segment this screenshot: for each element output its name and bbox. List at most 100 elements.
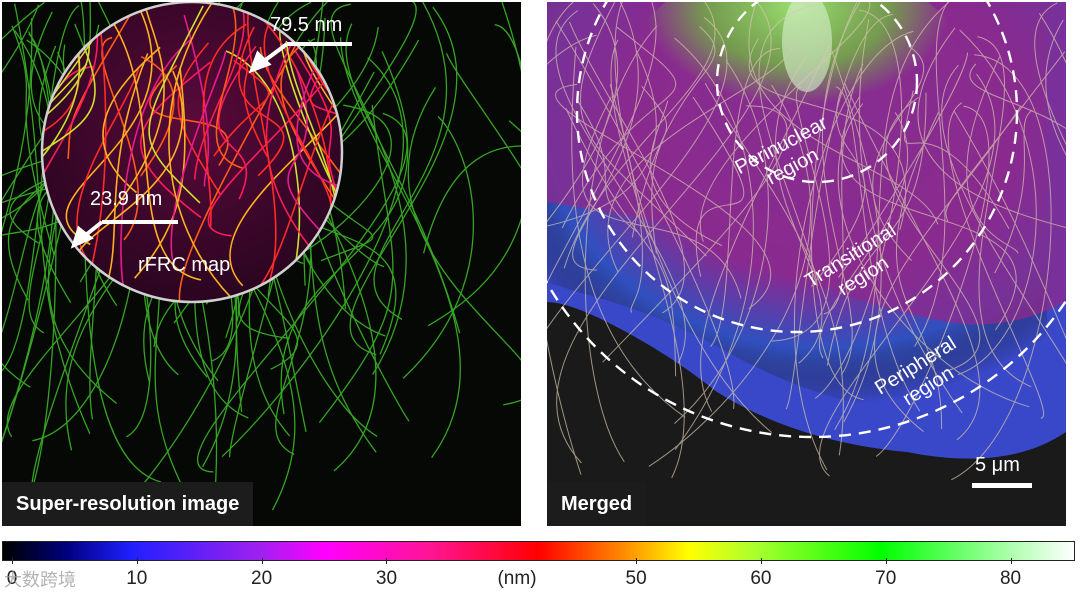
colorbar-unit: (nm)	[497, 568, 537, 589]
colorbar-tick-label: 20	[251, 568, 273, 589]
merged-filament	[704, 83, 844, 456]
merged-filament	[947, 102, 1044, 419]
merged-image	[547, 2, 1066, 488]
inset-filament	[304, 31, 342, 197]
watermark: 大数跨境	[4, 570, 76, 590]
merged-filament	[874, 106, 1021, 432]
inset-filament	[215, 2, 243, 169]
inset-filament	[177, 42, 221, 195]
inset-filament	[213, 59, 270, 157]
transitional-boundary	[575, 2, 1019, 334]
inset-filament	[133, 67, 186, 279]
merged-filament	[785, 14, 893, 410]
colorbar-tick-mark	[636, 558, 638, 564]
merged-filament	[758, 4, 818, 286]
merged-filament	[649, 100, 723, 247]
inset-filament	[207, 53, 342, 237]
inset-filament	[279, 25, 342, 302]
merged-filament	[1034, 2, 1066, 146]
filament	[11, 25, 55, 255]
merged-filament	[1038, 13, 1066, 64]
inset-filament	[170, 51, 227, 260]
merged-filament	[994, 109, 1033, 274]
super-resolution-panel: 79.5 nm 23.9 nm rFRC map Super-resolutio…	[2, 2, 521, 526]
inset-label: rFRC map	[138, 254, 231, 276]
inset-filament	[76, 67, 140, 278]
filament	[2, 4, 40, 74]
inset-filament	[88, 2, 202, 281]
inset-filament	[229, 67, 342, 287]
colorbar-tick-label: 60	[750, 568, 772, 589]
arrow-top	[248, 42, 352, 74]
merged-filament	[774, 57, 823, 364]
filament	[445, 52, 521, 169]
merged-filament	[547, 16, 728, 330]
colorbar-tick-label: 10	[126, 568, 148, 589]
arrow-bottom-label: 23.9 nm	[90, 188, 163, 210]
perinuclear-boundary	[715, 2, 919, 184]
inset-filament	[287, 68, 329, 239]
merged-filament	[547, 2, 657, 284]
colorbar-tick-mark	[261, 558, 263, 564]
merged-filament	[917, 27, 1066, 229]
merged-filament	[885, 96, 981, 373]
merged-filament	[872, 45, 924, 261]
inset-circle-outline	[40, 2, 344, 304]
colorbar-tick-label: 70	[875, 568, 897, 589]
merged-filament	[547, 3, 619, 223]
filament	[318, 104, 394, 423]
merged-filament	[945, 51, 1066, 223]
merged-filament	[977, 36, 1032, 388]
merged-filament	[547, 34, 597, 65]
merged-filament	[674, 37, 754, 450]
colorbar-tick-mark	[386, 558, 388, 564]
filament	[494, 24, 521, 67]
merged-filament	[674, 60, 769, 424]
arrow-bottom	[70, 220, 178, 249]
merged-filament	[811, 91, 866, 287]
merged-filament	[641, 85, 668, 254]
inset-filament	[67, 2, 151, 159]
merged-filament	[571, 46, 686, 418]
merged-filament	[700, 2, 871, 242]
inset-filament	[148, 5, 204, 204]
colorbar-tick-mark	[136, 558, 138, 564]
colorbar	[2, 541, 1075, 561]
inset-filament	[102, 4, 165, 224]
merged-filament	[895, 111, 943, 430]
merged-filament	[941, 64, 1066, 364]
filament	[427, 2, 521, 327]
super-resolution-image	[2, 2, 521, 518]
filament	[14, 30, 53, 334]
colorbar-tick-mark	[12, 558, 13, 564]
filament	[221, 57, 404, 458]
right-caption: Merged	[547, 482, 647, 526]
merged-filament	[561, 26, 677, 229]
merged-filament	[823, 63, 864, 315]
inset-filament	[296, 70, 342, 218]
colorbar-tick-mark	[760, 558, 762, 564]
merged-filament	[631, 26, 716, 238]
merged-filament	[969, 63, 1066, 130]
inset-filament	[140, 61, 211, 219]
inset-filament	[309, 63, 342, 179]
merged-filament	[858, 19, 963, 414]
left-caption: Super-resolution image	[2, 482, 254, 526]
merged-filament	[556, 2, 772, 464]
filament	[422, 120, 521, 254]
merged-filament	[555, 83, 771, 310]
merged-filament	[793, 30, 914, 471]
inset-filament	[42, 63, 88, 258]
merged-filament	[555, 20, 735, 409]
inset-filament	[2, 2, 12, 325]
merged-filament	[576, 98, 638, 233]
filament	[330, 3, 407, 375]
merged-filament	[555, 10, 686, 364]
merged-filament	[835, 86, 921, 412]
inset-filament	[363, 25, 508, 317]
merged-filament	[692, 96, 745, 277]
merged-filament	[826, 92, 927, 366]
merged-filament	[957, 29, 1037, 376]
merged-filament	[710, 48, 780, 348]
inset-filament	[238, 26, 285, 177]
